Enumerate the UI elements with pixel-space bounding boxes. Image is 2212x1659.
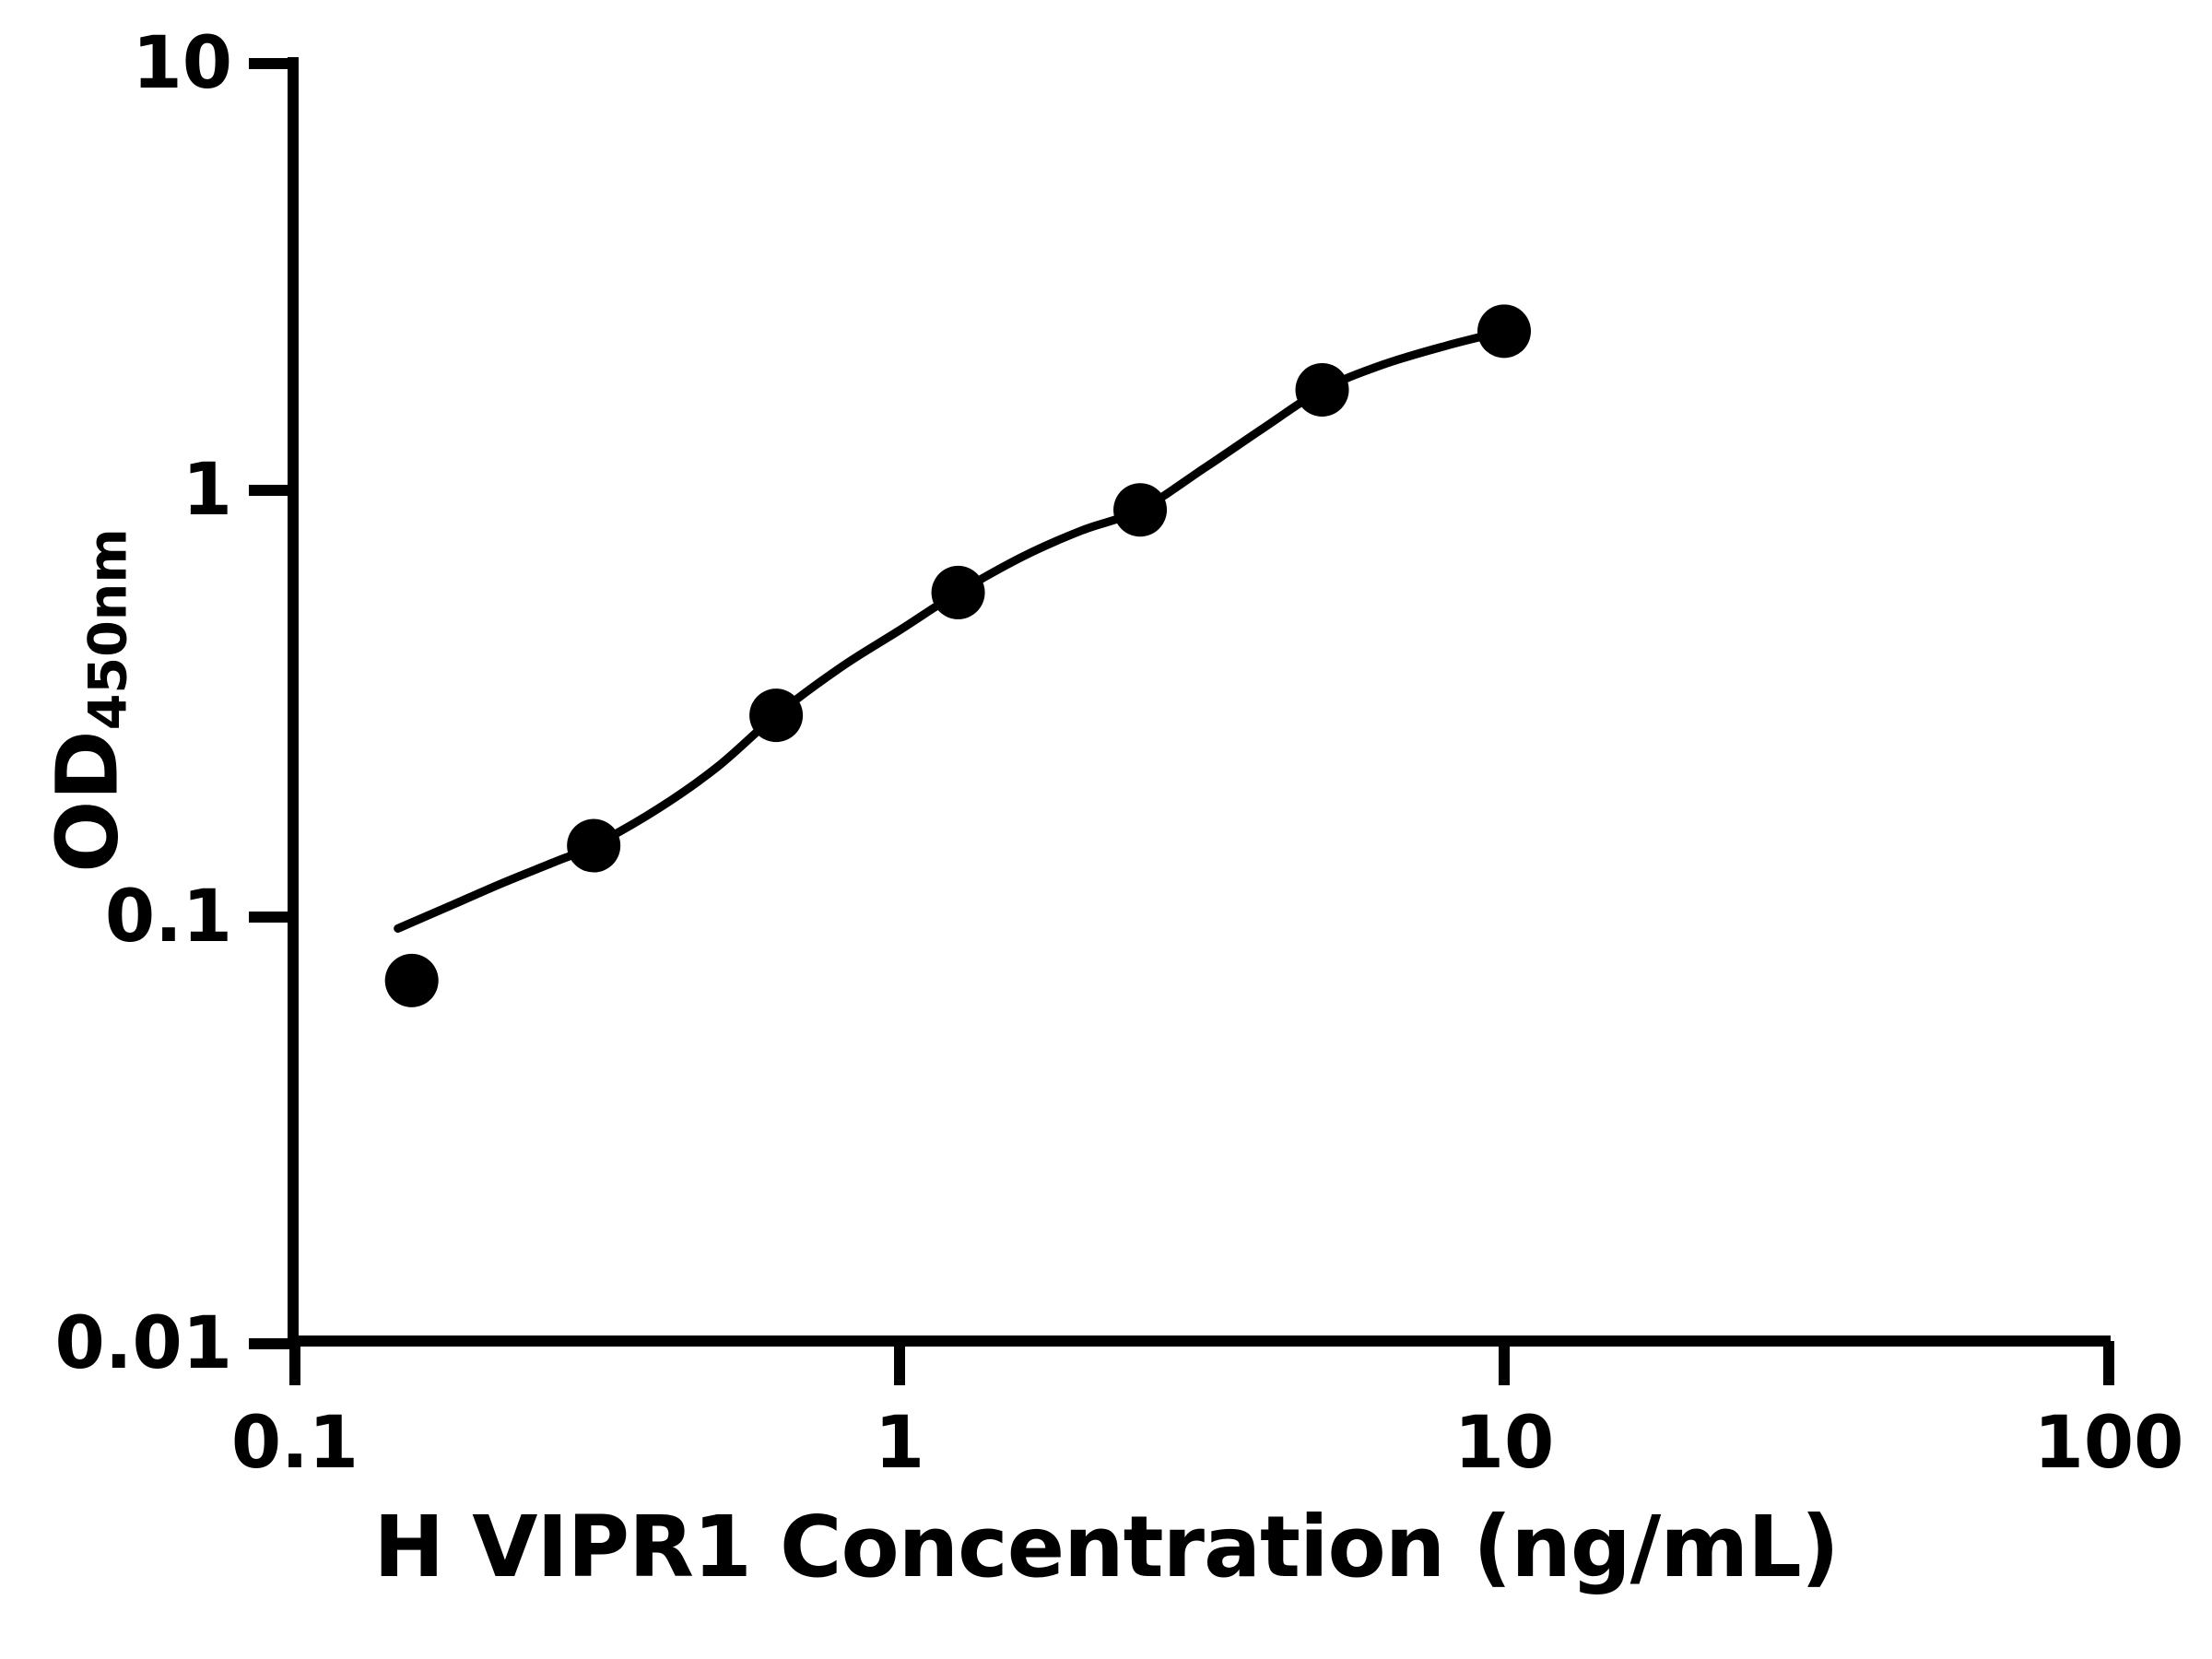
data-point-markers [384, 304, 1531, 1007]
y-tick-label: 1 [182, 449, 232, 532]
x-axis-title: H VIPR1 Concentration (ng/mL) [373, 1498, 1840, 1596]
y-tick-label: 10 [132, 22, 232, 105]
y-axis-ticks [249, 58, 293, 1349]
x-axis-ticks [289, 1341, 2114, 1385]
x-tick-label: 1 [874, 1402, 925, 1485]
y-axis-title-subscript: 450nm [77, 528, 139, 731]
data-point-marker [567, 818, 621, 873]
fit-curve-line [394, 326, 1509, 933]
y-axis-title-base: OD [38, 730, 137, 873]
y-tick-label: 0.1 [104, 876, 232, 959]
y-tick-label: 0.01 [54, 1302, 232, 1385]
data-point-marker [1113, 483, 1168, 537]
data-point-marker [384, 953, 439, 1007]
x-tick-label: 10 [1453, 1402, 1555, 1485]
data-point-marker [931, 565, 985, 619]
x-tick-label: 0.1 [230, 1402, 359, 1485]
data-point-marker [749, 688, 804, 743]
x-tick-label: 100 [2033, 1402, 2184, 1485]
data-point-marker [1477, 304, 1531, 359]
data-point-marker [1295, 362, 1349, 417]
y-axis-title: OD450nm [38, 528, 139, 873]
